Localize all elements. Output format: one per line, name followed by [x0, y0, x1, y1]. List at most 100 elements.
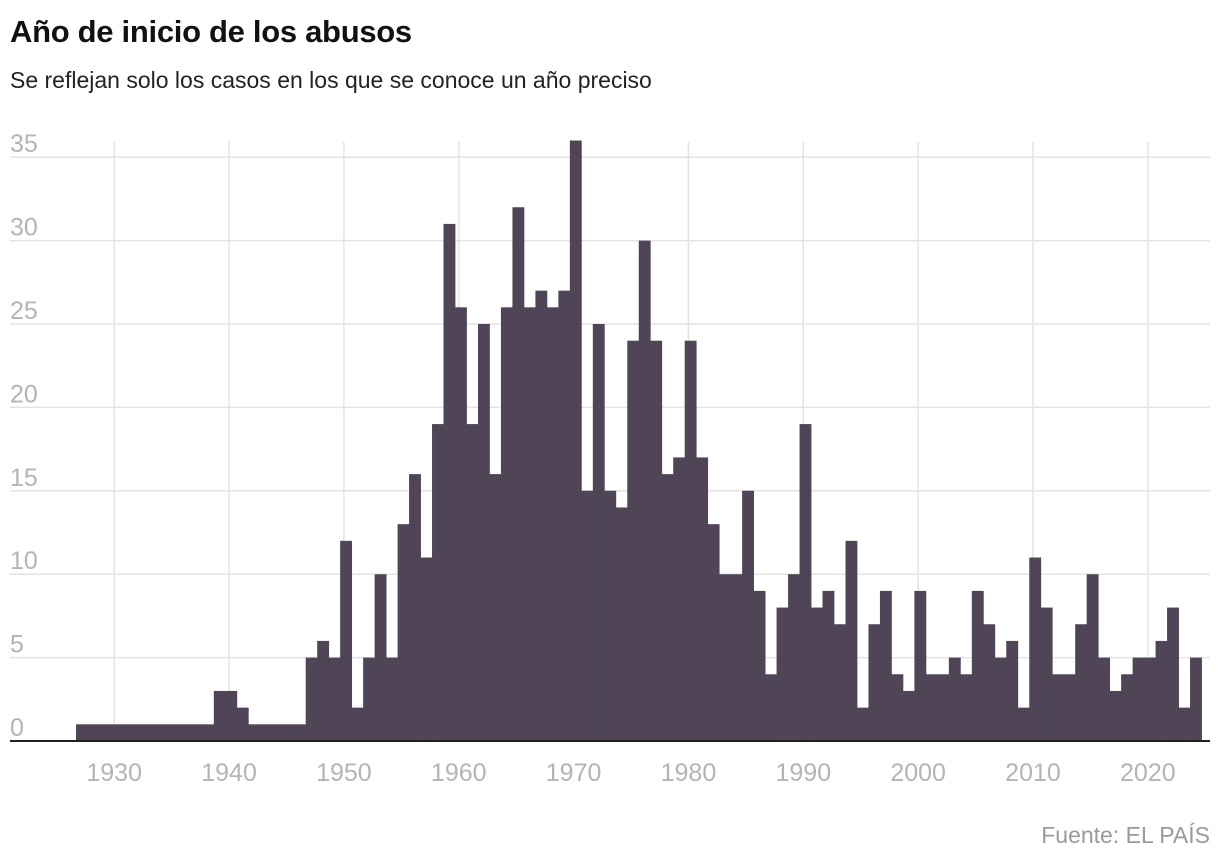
bar-2004	[960, 674, 973, 741]
bar-1939	[213, 690, 226, 741]
bar-1927	[76, 724, 88, 741]
bar-1952	[363, 657, 376, 741]
bar-2024	[1190, 657, 1202, 741]
bar-2018	[1121, 674, 1134, 741]
bar-1946	[294, 724, 307, 741]
bar-1961	[466, 424, 479, 741]
bar-1935	[167, 724, 180, 741]
bar-2001	[925, 674, 938, 741]
bar-1980	[684, 340, 697, 741]
x-tick-label: 2000	[890, 759, 946, 787]
y-tick-label: 5	[10, 631, 24, 659]
bar-2014	[1075, 624, 1088, 741]
bar-1960	[455, 307, 467, 741]
bar-1954	[386, 657, 398, 741]
y-tick-label: 30	[10, 214, 38, 242]
bar-1985	[742, 490, 755, 741]
y-tick-label: 15	[10, 464, 38, 492]
source-note: Fuente: EL PAÍS	[1041, 822, 1210, 848]
x-tick-label: 1960	[431, 759, 487, 787]
bar-1932	[133, 724, 146, 741]
bar-2019	[1132, 657, 1145, 741]
bar-2000	[914, 590, 927, 741]
bar-1989	[788, 574, 800, 741]
x-tick-label: 1930	[86, 759, 142, 787]
bar-1933	[144, 724, 157, 741]
bar-1995	[856, 707, 869, 741]
y-tick-labels: 0 5 10 15 20 25 30 35	[10, 130, 38, 742]
bar-1955	[397, 524, 410, 741]
bar-1943	[259, 724, 272, 741]
y-tick-label: 25	[10, 297, 38, 325]
bar-1968	[546, 307, 559, 741]
bar-1998	[891, 674, 904, 741]
bar-1984	[730, 574, 743, 741]
bar-2002	[937, 674, 950, 741]
bar-1944	[271, 724, 284, 741]
bar-1942	[248, 724, 261, 741]
bar-1929	[98, 724, 111, 741]
x-tick-label: 1970	[546, 759, 602, 787]
chart-subtitle: Se reflejan solo los casos en los que se…	[10, 67, 652, 93]
bar-1949	[328, 657, 341, 741]
bar-2021	[1155, 640, 1168, 741]
bar-1937	[190, 724, 203, 741]
bar-2020	[1144, 657, 1156, 741]
y-tick-label: 0	[10, 714, 24, 742]
bar-1948	[317, 640, 330, 741]
x-tick-label: 2020	[1120, 759, 1176, 787]
bar-1962	[477, 324, 490, 741]
bar-1953	[374, 574, 387, 741]
x-tick-labels: 1930 1940 1950 1960 1970 1980 1990 2000 2010 2020	[86, 759, 1175, 787]
bar-1959	[443, 223, 456, 742]
bar-2008	[1006, 640, 1019, 741]
bar-2011	[1040, 607, 1053, 741]
bar-1996	[868, 624, 881, 741]
bar-2013	[1063, 674, 1076, 741]
bar-1986	[753, 590, 766, 741]
bar-1987	[765, 674, 777, 741]
bar-1972	[592, 324, 605, 741]
bar-1992	[822, 590, 835, 741]
bar-2007	[994, 657, 1007, 741]
bar-1934	[156, 724, 169, 741]
x-tick-label: 1980	[661, 759, 717, 787]
bar-1979	[673, 457, 686, 741]
bar-2015	[1086, 574, 1099, 741]
bar-2017	[1109, 690, 1122, 741]
y-tick-label: 10	[10, 547, 38, 575]
bar-1970	[569, 140, 582, 741]
bar-1997	[879, 590, 892, 741]
bar-1976	[638, 240, 651, 741]
bar-1994	[845, 540, 858, 741]
bar-1999	[902, 690, 915, 741]
bar-1988	[776, 607, 789, 741]
bar-1951	[351, 707, 364, 741]
bar-2012	[1052, 674, 1065, 741]
bar-1957	[420, 557, 433, 741]
x-tick-label: 1940	[201, 759, 257, 787]
y-tick-label: 35	[10, 130, 38, 158]
bar-1973	[604, 490, 617, 741]
y-tick-label: 20	[10, 380, 38, 408]
x-tick-label: 2010	[1005, 759, 1061, 787]
bar-2006	[983, 624, 996, 741]
bar-1947	[305, 657, 318, 741]
bar-1938	[202, 724, 215, 741]
bar-2009	[1017, 707, 1030, 741]
bar-1931	[121, 724, 134, 741]
x-tick-label: 1950	[316, 759, 372, 787]
chart-title: Año de inicio de los abusos	[10, 14, 412, 49]
bar-2010	[1029, 557, 1042, 741]
bar-1971	[581, 490, 594, 741]
bar-1964	[500, 307, 513, 741]
bar-1967	[535, 290, 548, 741]
bar-1991	[811, 607, 823, 741]
bar-1990	[799, 424, 812, 741]
bar-2023	[1178, 707, 1191, 741]
bar-1928	[87, 724, 100, 741]
bar-1930	[110, 724, 123, 741]
bar-1958	[432, 424, 444, 741]
bar-2016	[1098, 657, 1111, 741]
